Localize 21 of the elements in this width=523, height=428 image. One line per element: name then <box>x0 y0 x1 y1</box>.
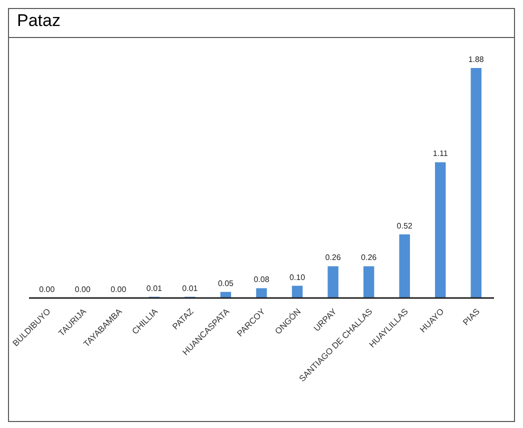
data-label: 0.10 <box>289 272 306 282</box>
bar <box>328 266 338 298</box>
data-label: 0.00 <box>110 285 127 294</box>
bar <box>363 266 374 298</box>
bar <box>292 286 303 298</box>
chart-title: Pataz <box>9 9 514 38</box>
data-label: 0.26 <box>325 253 342 262</box>
bar <box>256 288 267 298</box>
bar <box>434 162 446 298</box>
data-label: 0.52 <box>396 221 413 230</box>
data-label: 0.26 <box>361 253 378 262</box>
data-label: 0.08 <box>254 275 270 284</box>
bar <box>399 234 410 298</box>
bar <box>470 68 482 298</box>
data-label: 0.01 <box>146 284 163 293</box>
data-label: 0.00 <box>74 285 91 294</box>
data-label: 1.11 <box>432 149 448 158</box>
data-label: 1.88 <box>468 55 484 64</box>
data-label: 0.00 <box>39 285 56 294</box>
data-label: 0.01 <box>182 284 198 293</box>
data-label: 0.05 <box>218 278 234 288</box>
